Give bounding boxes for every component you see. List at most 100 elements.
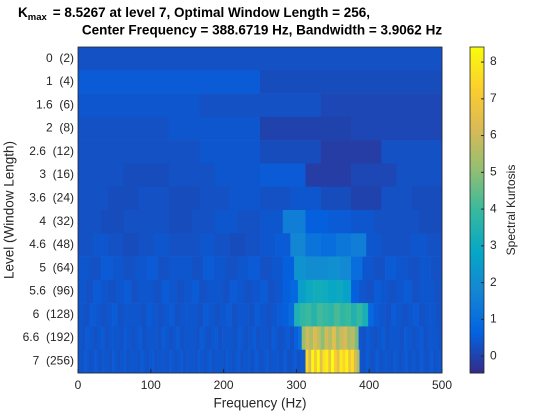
heatmap-cell <box>206 326 212 351</box>
heatmap-cell <box>294 256 306 281</box>
heatmap-cell <box>351 116 443 141</box>
heatmap-cell <box>146 279 155 304</box>
heatmap-cell <box>146 326 151 351</box>
heatmap-cell <box>271 303 278 327</box>
heatmap-cell <box>368 303 375 327</box>
heatmap-cell <box>140 349 144 374</box>
y-tick-label: 5 (64) <box>39 260 74 274</box>
heatmap-cell <box>134 326 139 351</box>
colorbar-segment <box>470 324 484 328</box>
colorbar-segment <box>470 190 484 195</box>
heatmap-cell <box>165 326 170 351</box>
heatmap-cell <box>288 349 292 374</box>
heatmap-cell <box>191 210 215 234</box>
colorbar-tick-label: 5 <box>490 164 497 178</box>
heatmap-cell <box>248 349 252 374</box>
heatmap-cell <box>291 349 295 374</box>
heatmap-cell <box>274 349 278 374</box>
heatmap-cell <box>146 303 153 327</box>
heatmap-cell <box>362 256 375 281</box>
heatmap-cell <box>89 303 96 327</box>
x-tick-label: 0 <box>75 378 82 392</box>
heatmap-cell <box>313 326 318 351</box>
heatmap-cell <box>411 326 416 351</box>
heatmap-cell <box>123 326 128 351</box>
heatmap-cell <box>260 233 276 257</box>
heatmap-cell <box>78 186 109 211</box>
heatmap-cell <box>267 326 272 351</box>
heatmap-cell <box>396 233 412 257</box>
heatmap-cell <box>100 279 109 304</box>
heatmap-cell <box>123 349 127 374</box>
heatmap-cell <box>320 326 325 351</box>
heatmap-cell <box>339 256 352 281</box>
heatmap-cell <box>254 349 258 374</box>
heatmap-cell <box>316 303 323 327</box>
colorbar-segment <box>470 332 484 336</box>
colorbar-segment <box>470 234 484 238</box>
heatmap-cell <box>358 326 363 351</box>
colorbar-segment <box>470 356 484 360</box>
heatmap-cell <box>223 349 227 374</box>
heatmap-cell <box>248 256 261 281</box>
heatmap-cell <box>305 256 318 281</box>
heatmap-cell <box>290 186 321 211</box>
heatmap-cell <box>184 326 189 351</box>
colorbar-segment <box>470 286 484 290</box>
heatmap-cell <box>169 279 177 304</box>
colorbar-segment <box>470 98 484 102</box>
heatmap-cell <box>385 326 390 351</box>
heatmap-cell <box>100 210 124 234</box>
heatmap-cell <box>368 349 372 374</box>
heatmap-cell <box>112 349 116 374</box>
colorbar-segment <box>470 326 484 331</box>
heatmap-cell <box>203 349 207 374</box>
heatmap-cell <box>265 349 269 374</box>
heatmap-cell <box>419 326 424 351</box>
heatmap-cell <box>161 326 166 351</box>
heatmap-cell <box>108 233 124 257</box>
heatmap-cell <box>299 303 306 327</box>
heatmap-cell <box>282 279 291 304</box>
colorbar-segment <box>470 71 484 75</box>
heatmap-cell <box>78 349 82 374</box>
colorbar-segment <box>470 245 484 249</box>
heatmap-cell <box>332 326 337 351</box>
colorbar-segment <box>470 207 484 211</box>
colorbar-segment <box>470 362 484 366</box>
heatmap-cell <box>379 303 386 327</box>
heatmap-cell <box>439 349 443 374</box>
heatmap-cell <box>305 349 309 374</box>
y-tick-label: 6 (128) <box>33 307 74 321</box>
heatmap-cell <box>373 303 380 327</box>
heatmap-cell <box>180 303 187 327</box>
x-tick-label: 300 <box>286 378 306 392</box>
heatmap-cell <box>114 349 119 374</box>
colorbar-tick-label: 2 <box>490 275 497 289</box>
colorbar-segment <box>470 210 484 214</box>
heatmap-cell <box>137 349 141 374</box>
heatmap-cell <box>214 163 261 188</box>
heatmap-cell <box>229 186 261 211</box>
heatmap-cell <box>78 93 200 118</box>
heatmap-cell <box>131 279 139 304</box>
heatmap-cell <box>411 279 420 304</box>
colorbar-segment <box>470 55 484 59</box>
heatmap-cell <box>271 256 284 281</box>
heatmap-cell <box>305 163 352 188</box>
colorbar-segment <box>470 231 484 235</box>
heatmap-cell <box>153 233 170 257</box>
heatmap-cell <box>157 349 161 374</box>
heatmap-cell <box>336 349 340 374</box>
heatmap-cell <box>328 210 352 234</box>
heatmap-cell <box>260 279 268 304</box>
colorbar-segment <box>470 128 484 132</box>
heatmap-cell <box>93 233 109 257</box>
colorbar-segment <box>470 261 484 265</box>
colorbar-segment <box>470 185 484 189</box>
colorbar-segment <box>470 188 484 192</box>
colorbar-segment <box>470 348 484 352</box>
heatmap-cell <box>356 303 363 327</box>
heatmap-cell <box>138 233 155 257</box>
heatmap-cell <box>97 349 102 374</box>
